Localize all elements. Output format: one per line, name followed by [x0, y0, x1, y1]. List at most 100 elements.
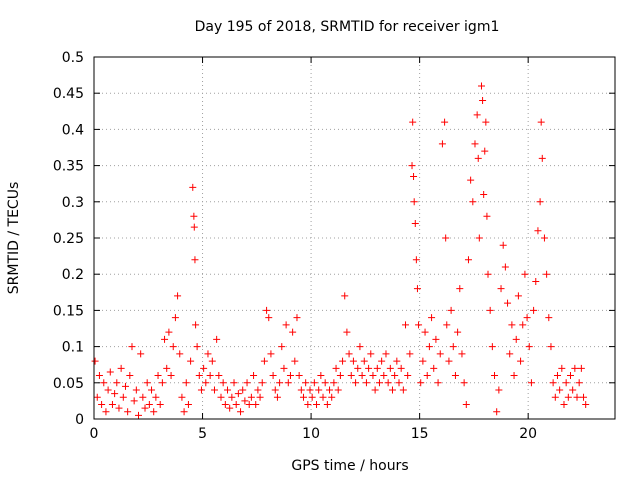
data-point	[221, 401, 229, 409]
data-point	[393, 357, 401, 365]
data-point	[106, 368, 114, 376]
data-point	[152, 393, 160, 401]
data-point	[302, 379, 310, 387]
data-point	[521, 270, 529, 278]
data-point	[260, 357, 268, 365]
data-point	[192, 321, 200, 329]
data-point	[386, 364, 394, 372]
data-point	[339, 357, 347, 365]
data-point	[280, 364, 288, 372]
data-point	[100, 379, 108, 387]
data-point	[232, 401, 240, 409]
data-point	[102, 408, 110, 416]
data-point	[121, 382, 129, 390]
data-point	[523, 314, 531, 322]
data-point	[180, 408, 188, 416]
data-point	[562, 379, 570, 387]
data-point	[473, 111, 481, 119]
data-point	[527, 379, 535, 387]
data-point	[540, 234, 548, 242]
data-point	[308, 393, 316, 401]
data-point	[206, 372, 214, 380]
data-point	[501, 263, 509, 271]
data-point	[569, 386, 577, 394]
data-point	[334, 386, 342, 394]
data-point	[310, 379, 318, 387]
data-point	[252, 401, 260, 409]
data-point	[573, 393, 581, 401]
data-point	[213, 335, 221, 343]
data-point	[436, 350, 444, 358]
data-point	[402, 321, 410, 329]
data-point	[315, 386, 323, 394]
data-point	[336, 372, 344, 380]
data-point	[410, 198, 418, 206]
data-point	[356, 343, 364, 351]
data-point	[428, 314, 436, 322]
data-point	[286, 372, 294, 380]
data-point	[239, 386, 247, 394]
data-point	[506, 350, 514, 358]
data-point	[124, 408, 132, 416]
data-point	[483, 212, 491, 220]
data-point	[195, 372, 203, 380]
data-point	[341, 292, 349, 300]
data-point	[447, 306, 455, 314]
y-tick-label: 0.05	[53, 376, 84, 392]
grid-layer	[94, 57, 615, 419]
data-point	[282, 321, 290, 329]
data-point	[291, 357, 299, 365]
data-point	[328, 393, 336, 401]
data-point	[132, 386, 140, 394]
data-point	[317, 372, 325, 380]
data-point	[360, 357, 368, 365]
data-point	[558, 364, 566, 372]
data-point	[226, 404, 234, 412]
data-point	[306, 386, 314, 394]
data-point	[135, 411, 143, 419]
data-point	[495, 386, 503, 394]
data-point	[354, 364, 362, 372]
data-point	[191, 256, 199, 264]
data-point	[224, 386, 232, 394]
data-point	[176, 350, 184, 358]
data-point	[245, 401, 253, 409]
data-point	[256, 393, 264, 401]
data-point	[413, 285, 421, 293]
data-point	[154, 372, 162, 380]
y-tick-label: 0.4	[62, 122, 84, 138]
data-point	[145, 401, 153, 409]
data-point	[197, 386, 205, 394]
chart-title: Day 195 of 2018, SRMTID for receiver igm…	[195, 19, 500, 35]
data-point	[454, 328, 462, 336]
data-point	[243, 379, 251, 387]
data-point	[313, 401, 321, 409]
data-point	[139, 393, 147, 401]
data-point	[477, 82, 485, 90]
data-point	[445, 357, 453, 365]
data-point	[458, 350, 466, 358]
data-point	[269, 372, 277, 380]
data-point	[276, 379, 284, 387]
data-point	[456, 285, 464, 293]
data-point	[399, 386, 407, 394]
data-point	[537, 118, 545, 126]
data-point	[230, 379, 238, 387]
data-point	[564, 393, 572, 401]
data-point	[417, 379, 425, 387]
data-point	[538, 154, 546, 162]
data-point	[438, 140, 446, 148]
data-point	[367, 350, 375, 358]
data-point	[241, 397, 249, 405]
data-point	[480, 191, 488, 199]
data-point	[409, 118, 417, 126]
data-point	[415, 321, 423, 329]
data-point	[467, 176, 475, 184]
data-point	[580, 393, 588, 401]
data-point	[289, 328, 297, 336]
data-point	[441, 118, 449, 126]
data-point	[536, 198, 544, 206]
data-point	[391, 372, 399, 380]
x-tick-label: 10	[302, 426, 320, 442]
